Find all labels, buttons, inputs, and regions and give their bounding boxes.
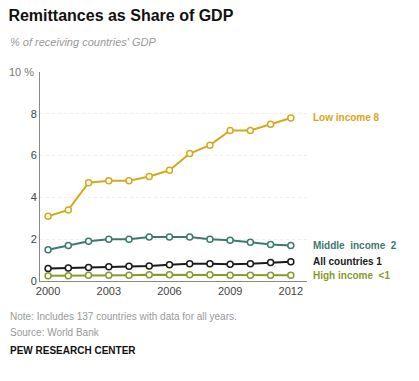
svg-text:2003: 2003 — [97, 285, 121, 297]
svg-text:2: 2 — [31, 233, 37, 245]
svg-text:6: 6 — [31, 149, 37, 161]
svg-text:% of receiving countries' GDP: % of receiving countries' GDP — [10, 36, 156, 48]
svg-text:4: 4 — [31, 191, 37, 203]
svg-text:High income <1: High income <1 — [313, 270, 390, 281]
svg-text:2012: 2012 — [279, 285, 303, 297]
svg-text:8: 8 — [31, 108, 37, 120]
svg-text:Middle income 2: Middle income 2 — [313, 240, 397, 251]
svg-text:All countries 1: All countries 1 — [313, 256, 382, 267]
svg-text:Remittances as Share of GDP: Remittances as Share of GDP — [8, 7, 233, 24]
svg-text:10 %: 10 % — [9, 66, 34, 78]
svg-text:Note: Includes 137 countries w: Note: Includes 137 countries with data f… — [10, 311, 237, 322]
svg-text:0: 0 — [31, 275, 37, 287]
svg-text:2000: 2000 — [36, 285, 60, 297]
svg-text:Low income 8: Low income 8 — [313, 112, 380, 123]
svg-text:2006: 2006 — [157, 285, 181, 297]
svg-text:PEW RESEARCH CENTER: PEW RESEARCH CENTER — [10, 345, 136, 356]
svg-text:Source: World Bank: Source: World Bank — [10, 327, 100, 338]
svg-text:2009: 2009 — [218, 285, 242, 297]
